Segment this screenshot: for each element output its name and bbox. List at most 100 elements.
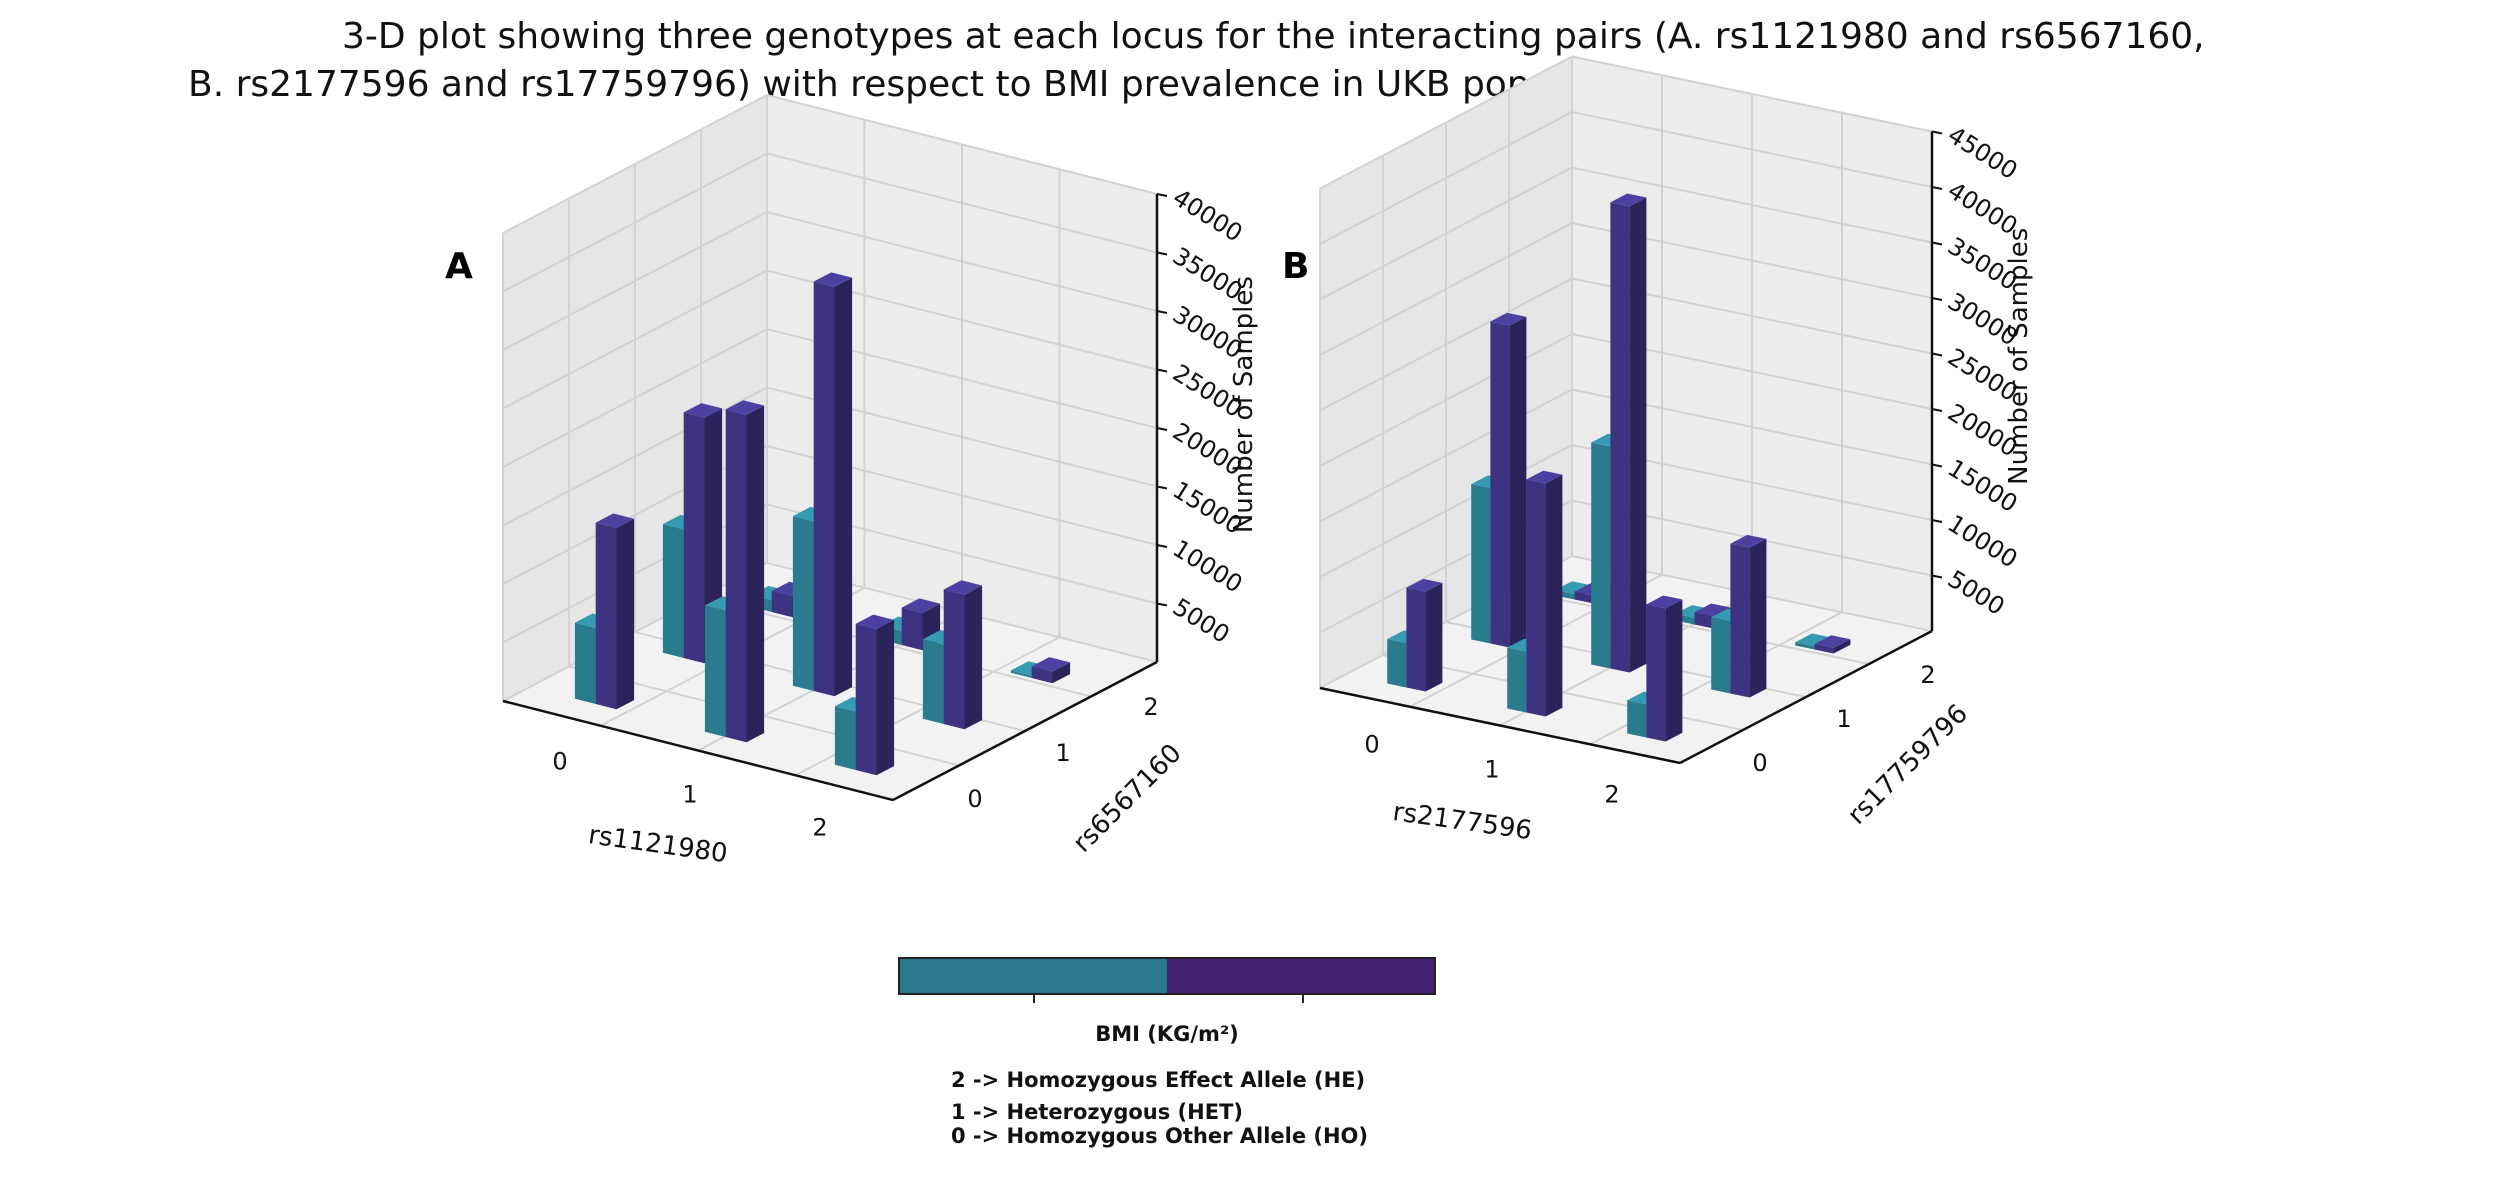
bar-face bbox=[725, 400, 765, 415]
z-tick-mark bbox=[1156, 427, 1168, 431]
x-tick-label: 1 bbox=[1484, 756, 1499, 784]
z-axis-title: Number of Samples bbox=[2004, 228, 2034, 485]
bar-face bbox=[792, 516, 814, 692]
bar-face bbox=[1730, 534, 1767, 548]
bar-a-purple-1-0 bbox=[725, 400, 765, 743]
bar-face bbox=[1629, 197, 1647, 673]
caption-line-1: 3-D plot showing three genotypes at each… bbox=[342, 16, 2205, 57]
caption-line-2: B. rs2177596 and rs17759796) with respec… bbox=[188, 64, 1665, 105]
z-tick-label: 10000 bbox=[1943, 509, 2023, 573]
y-gridline bbox=[634, 164, 1026, 732]
bar-face bbox=[1545, 474, 1563, 717]
bar-face bbox=[1490, 312, 1527, 326]
bar-face bbox=[876, 619, 895, 776]
z-tick-mark bbox=[1156, 368, 1168, 373]
z-tick-mark bbox=[1931, 408, 1943, 412]
bar-face bbox=[1031, 666, 1053, 684]
bar-face bbox=[1665, 599, 1683, 742]
y-gridline bbox=[1571, 56, 1933, 632]
bar-face bbox=[855, 623, 877, 776]
bar-face bbox=[1627, 700, 1647, 738]
z-tick-label: 5000 bbox=[1943, 565, 2010, 621]
bar-a-purple-2-2 bbox=[1031, 657, 1071, 684]
panel-a-chart: 0120125000100001500020000250003000035000… bbox=[445, 94, 1259, 869]
figure-caption: 3-D plot showing three genotypes at each… bbox=[0, 0, 2500, 140]
x-axis-line bbox=[502, 699, 894, 802]
z-tick-mark bbox=[1156, 602, 1168, 607]
z-tick-mark bbox=[1931, 574, 1943, 579]
bar-face bbox=[1490, 321, 1510, 648]
bar-face bbox=[1610, 193, 1647, 207]
bar-face bbox=[1814, 635, 1851, 648]
bar-face bbox=[1406, 578, 1443, 592]
z-tick-mark bbox=[1931, 186, 1943, 190]
bar-face bbox=[616, 518, 635, 710]
bar-face bbox=[683, 412, 705, 664]
bar-face bbox=[1574, 591, 1594, 604]
bar-face bbox=[725, 409, 747, 743]
bar-face bbox=[1555, 581, 1592, 594]
z-tick-label: 40000 bbox=[1168, 183, 1248, 247]
bar-face bbox=[683, 403, 723, 418]
bar-b-purple-0-0 bbox=[1406, 578, 1443, 692]
bar-face bbox=[901, 607, 923, 651]
x-tick-label: 2 bbox=[1604, 781, 1619, 809]
bar-face bbox=[1833, 639, 1851, 654]
bar-face bbox=[1425, 582, 1443, 692]
bar-face bbox=[834, 706, 856, 771]
bar-face bbox=[1814, 644, 1834, 654]
bar-face bbox=[1526, 479, 1546, 717]
y-axis-line bbox=[1679, 629, 1933, 765]
bar-face bbox=[1387, 639, 1407, 688]
bar-b-purple-2-0 bbox=[1646, 595, 1683, 742]
bar-face bbox=[1610, 202, 1630, 673]
z-tick-mark bbox=[1931, 241, 1943, 246]
y-gridline bbox=[1445, 122, 1807, 698]
bar-face bbox=[964, 585, 983, 730]
z-tick-mark bbox=[1931, 297, 1943, 301]
bar-face bbox=[1471, 484, 1491, 644]
z-tick-label: 5000 bbox=[1168, 593, 1235, 649]
bar-face bbox=[1694, 612, 1714, 629]
bar-b-purple-2-1 bbox=[1730, 534, 1767, 698]
bar-a-purple-1-1 bbox=[813, 272, 853, 697]
panel-b-chart: 0120125000100001500020000250003000035000… bbox=[1282, 55, 2034, 846]
bar-face bbox=[746, 405, 765, 743]
bar-face bbox=[1795, 633, 1832, 647]
bar-face bbox=[1031, 657, 1071, 672]
y-axis-line bbox=[892, 660, 1158, 802]
z-tick-label: 10000 bbox=[1168, 534, 1248, 598]
bar-face bbox=[943, 589, 965, 730]
bar-face bbox=[1507, 647, 1527, 713]
x-tick-label: 0 bbox=[552, 748, 567, 776]
bar-a-purple-0-1 bbox=[683, 403, 723, 664]
bar-face bbox=[1749, 538, 1767, 698]
bar-face bbox=[595, 522, 617, 710]
z-tick-mark bbox=[1156, 310, 1168, 314]
bar-face bbox=[1010, 670, 1032, 679]
z-tick-mark bbox=[1931, 463, 1943, 468]
bar-face bbox=[1526, 470, 1563, 484]
bar-face bbox=[901, 598, 941, 613]
x-tick-label: 0 bbox=[1364, 731, 1379, 759]
z-tick-mark bbox=[1156, 193, 1168, 197]
bar-face bbox=[1509, 316, 1527, 648]
bar-a-purple-0-0 bbox=[595, 513, 635, 710]
bar-face bbox=[813, 272, 853, 287]
z-tick-label: 45000 bbox=[1943, 121, 2023, 185]
bar-b-purple-1-1 bbox=[1610, 193, 1647, 673]
z-tick-mark bbox=[1931, 519, 1943, 523]
bar-face bbox=[943, 580, 983, 595]
bar-face bbox=[1646, 595, 1683, 609]
x-axis-title: rs1121980 bbox=[586, 820, 729, 869]
bar-face bbox=[855, 614, 895, 630]
y-gridline bbox=[1382, 155, 1744, 731]
bar-face bbox=[771, 590, 793, 618]
x-tick-label: 1 bbox=[682, 781, 697, 809]
y-tick-label: 0 bbox=[967, 785, 982, 813]
y-tick-label: 0 bbox=[1752, 749, 1767, 777]
z-axis-title: Number of Samples bbox=[1229, 276, 1259, 533]
bar-face bbox=[834, 277, 853, 697]
y-gridline bbox=[766, 95, 1158, 663]
x-tick-label: 2 bbox=[812, 814, 827, 842]
